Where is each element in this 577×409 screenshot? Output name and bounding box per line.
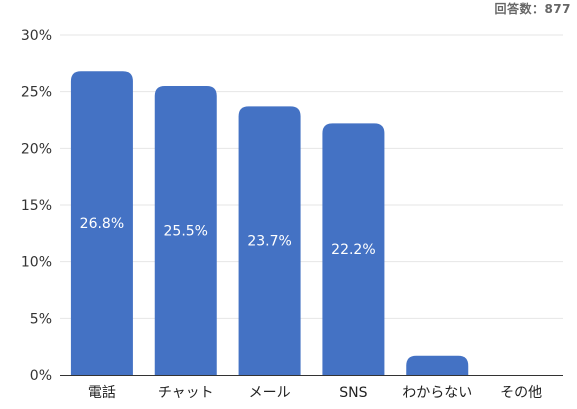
y-tick-label: 5% <box>30 311 52 327</box>
x-tick-label: チャット <box>158 385 214 401</box>
bar-4 <box>322 123 385 376</box>
gridlines <box>60 34 563 319</box>
data-labels: 26.8% 25.5% 23.7% 22.2% <box>80 216 376 258</box>
bar-2 <box>154 86 217 375</box>
y-tick-label: 30% <box>21 28 52 44</box>
respondent-count: 回答数：877 <box>494 2 571 16</box>
bar-5 <box>406 355 469 375</box>
x-tick-label: わからない <box>402 385 472 401</box>
x-tick-label: 電話 <box>88 384 116 401</box>
x-axis-ticks: 電話 チャット メール SNS わからない その他 <box>88 384 542 401</box>
x-tick-label: SNS <box>339 385 367 401</box>
data-label: 26.8% <box>80 216 124 232</box>
x-tick-label: メール <box>249 385 291 401</box>
bar-3 <box>238 106 301 376</box>
bar-1 <box>70 71 133 376</box>
data-label: 22.2% <box>331 242 375 258</box>
x-tick-label: その他 <box>500 385 542 401</box>
y-tick-label: 15% <box>21 198 52 214</box>
data-label: 23.7% <box>247 234 291 250</box>
data-label: 25.5% <box>164 224 208 240</box>
bars <box>70 71 469 376</box>
y-tick-label: 0% <box>30 368 52 384</box>
y-tick-label: 20% <box>21 141 52 157</box>
y-axis-ticks: 0% 5% 10% 15% 20% 25% 30% <box>21 28 52 384</box>
y-tick-label: 25% <box>21 85 52 101</box>
y-tick-label: 10% <box>21 255 52 271</box>
